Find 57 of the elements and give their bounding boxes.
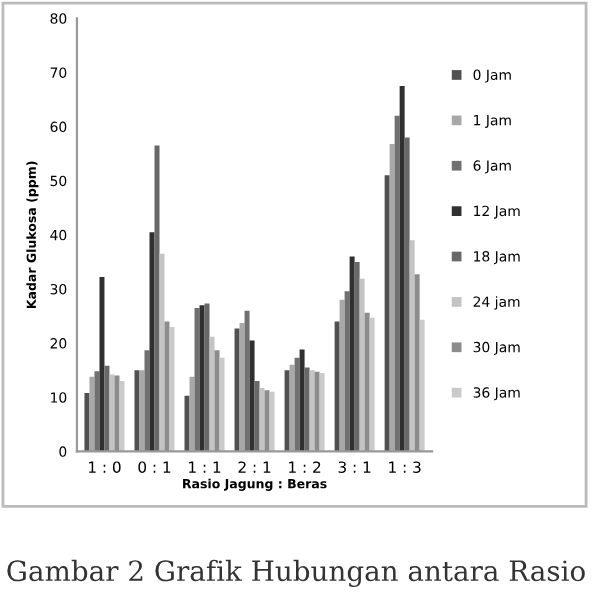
bar bbox=[384, 175, 390, 452]
bar bbox=[204, 303, 210, 452]
bar bbox=[119, 381, 125, 452]
bar bbox=[244, 310, 250, 452]
bar bbox=[304, 367, 310, 452]
bar bbox=[259, 388, 265, 452]
bar bbox=[114, 375, 120, 452]
bar bbox=[84, 392, 90, 452]
bar bbox=[139, 370, 145, 452]
bar bbox=[414, 274, 420, 452]
bar bbox=[409, 240, 415, 452]
bar bbox=[219, 357, 225, 452]
bar bbox=[369, 317, 375, 452]
bar bbox=[149, 232, 155, 452]
bar bbox=[419, 319, 425, 452]
bar bbox=[94, 371, 100, 452]
bar bbox=[319, 372, 325, 452]
bar bbox=[89, 376, 95, 452]
bar bbox=[364, 312, 370, 452]
bar bbox=[104, 365, 110, 452]
bar bbox=[144, 350, 150, 452]
bar bbox=[404, 137, 410, 452]
bar bbox=[169, 326, 175, 452]
bar bbox=[339, 299, 345, 452]
bar bbox=[199, 305, 205, 452]
bar bbox=[184, 395, 190, 452]
bar bbox=[394, 115, 400, 452]
bar bbox=[239, 323, 245, 452]
bar bbox=[154, 145, 160, 452]
bar bbox=[289, 364, 295, 452]
bar bbox=[264, 390, 270, 452]
bar bbox=[344, 291, 350, 452]
bar bbox=[164, 321, 170, 452]
bar bbox=[249, 340, 255, 452]
bar bbox=[134, 370, 140, 452]
bar bbox=[234, 328, 240, 452]
bar bbox=[389, 143, 395, 452]
text: Gambar 2 Grafik Hubungan antara Rasio bbox=[7, 559, 585, 588]
bar bbox=[314, 371, 320, 452]
bar bbox=[194, 307, 200, 452]
bar bbox=[159, 253, 165, 452]
bar bbox=[209, 336, 215, 452]
bar bbox=[309, 370, 315, 452]
bar bbox=[214, 350, 220, 452]
bar bbox=[284, 370, 290, 452]
bar bbox=[349, 256, 355, 452]
bar bbox=[109, 374, 115, 452]
bar bbox=[254, 381, 260, 452]
bar bbox=[299, 349, 305, 452]
bar bbox=[354, 261, 360, 452]
bar bbox=[359, 278, 365, 452]
bar bbox=[269, 391, 275, 452]
bar bbox=[294, 357, 300, 452]
bar bbox=[399, 85, 405, 452]
bar bbox=[334, 321, 340, 452]
bar bbox=[99, 277, 105, 452]
bar bbox=[189, 376, 195, 452]
